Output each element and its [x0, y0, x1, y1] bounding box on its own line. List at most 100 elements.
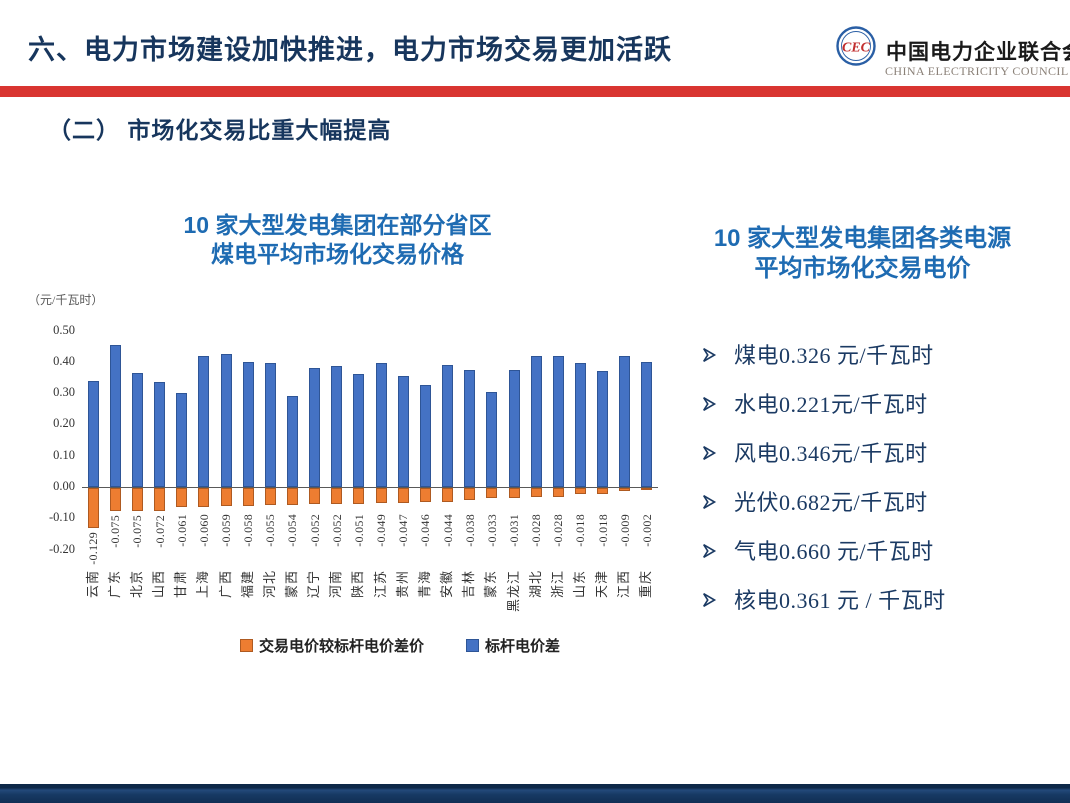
bar-value-label: -0.044	[440, 514, 455, 547]
cec-emblem-icon: CEC	[836, 26, 876, 66]
bar-standard-price-diff	[242, 362, 254, 487]
bar-value-label: -0.072	[152, 515, 167, 548]
x-axis-category-label: 辽宁	[306, 570, 322, 599]
list-item: 煤电0.326 元/千瓦时	[700, 340, 1070, 368]
bullet-text: 风电0.346元/千瓦时	[734, 441, 928, 466]
bar-value-label: -0.018	[573, 514, 588, 547]
bullet-text: 光伏0.682元/千瓦时	[734, 490, 928, 515]
red-divider-band	[0, 86, 1070, 97]
x-axis-category-label: 贵州	[394, 570, 410, 599]
x-axis-category-label: 河南	[328, 570, 344, 599]
x-axis-category-label: 天津	[594, 570, 610, 599]
bar-trade-price-diff	[552, 488, 564, 497]
legend-label: 交易电价较标杆电价差价	[258, 639, 424, 655]
x-axis-category-label: 黑龙江	[505, 570, 521, 613]
bar-value-label: -0.059	[219, 514, 233, 547]
bar-trade-price-diff	[397, 488, 409, 503]
bar-standard-price-diff	[552, 356, 564, 487]
bar-value-label: -0.018	[595, 514, 610, 547]
bar-value-label: -0.033	[484, 514, 499, 547]
bar-value-label: -0.052	[329, 514, 344, 547]
x-axis-category-label: 江苏	[372, 570, 388, 599]
bar-standard-price-diff	[154, 382, 166, 487]
bar-value-label: -0.046	[418, 514, 433, 547]
bullet-text: 煤电0.326 元/千瓦时	[734, 343, 934, 368]
y-axis-unit-label: （元/千瓦时）	[28, 293, 104, 307]
bar-standard-price-diff	[530, 356, 542, 487]
logo-text-en: CHINA ELECTRICITY COUNCIL	[885, 64, 1069, 78]
bar-trade-price-diff	[198, 488, 210, 507]
y-axis-tick-label: -0.20	[48, 541, 75, 556]
bar-standard-price-diff	[508, 370, 520, 487]
left-chart-title-line1: 10 家大型发电集团在部分省区	[183, 212, 492, 238]
bar-value-label: -0.054	[285, 514, 300, 547]
bar-trade-price-diff	[286, 488, 298, 505]
bar-trade-price-diff	[331, 488, 343, 504]
bar-value-label: -0.031	[507, 514, 521, 547]
arrow-bullet-icon	[703, 348, 717, 362]
x-axis-category-label: 河北	[261, 570, 277, 599]
y-axis-tick-label: 0.10	[53, 447, 75, 462]
bar-standard-price-diff	[597, 371, 609, 487]
bar-standard-price-diff	[109, 345, 121, 487]
bar-standard-price-diff	[464, 370, 476, 487]
bar-value-label: -0.075	[130, 515, 145, 548]
bar-standard-price-diff	[641, 362, 653, 487]
bar-trade-price-diff	[176, 488, 188, 507]
list-item: 风电0.346元/千瓦时	[700, 438, 1070, 466]
bar-standard-price-diff	[619, 356, 631, 487]
bar-standard-price-diff	[353, 374, 365, 487]
right-panel-title: 10 家大型发电集团各类电源 平均市场化交易电价	[655, 224, 1070, 284]
y-axis-tick-label: 0.00	[53, 479, 75, 493]
legend-swatch-icon	[466, 639, 479, 652]
bar-trade-price-diff	[419, 488, 431, 502]
bar-trade-price-diff	[597, 488, 609, 494]
bar-value-label: -0.038	[462, 514, 477, 547]
bar-standard-price-diff	[198, 356, 210, 487]
x-axis-category-label: 云南	[84, 570, 100, 599]
power-price-bullet-list: 煤电0.326 元/千瓦时 水电0.221元/千瓦时 风电0.346元/千瓦时 光伏0…	[700, 340, 1070, 634]
bar-standard-price-diff	[220, 354, 232, 487]
x-axis-category-label: 江西	[616, 570, 632, 599]
bar-trade-price-diff	[242, 488, 254, 506]
x-axis-category-label: 蒙西	[283, 570, 299, 599]
list-item: 核电0.361 元 / 千瓦时	[700, 585, 1070, 613]
arrow-bullet-icon	[703, 593, 717, 607]
list-item: 光伏0.682元/千瓦时	[700, 487, 1070, 515]
y-axis-tick-label: 0.20	[53, 416, 75, 431]
x-axis-category-label: 青海	[416, 570, 432, 599]
x-axis-category-label: 安徽	[439, 570, 455, 599]
arrow-bullet-icon	[703, 544, 717, 558]
x-axis-category-label: 广东	[106, 570, 122, 599]
bar-trade-price-diff	[619, 488, 631, 491]
arrow-bullet-icon	[703, 495, 717, 509]
arrow-bullet-icon	[703, 397, 717, 411]
bullet-text: 核电0.361 元 / 千瓦时	[734, 588, 946, 613]
y-axis-tick-label: -0.10	[48, 510, 75, 525]
right-panel-title-line1: 10 家大型发电集团各类电源	[713, 225, 1012, 252]
bar-standard-price-diff	[131, 373, 143, 487]
coal-price-bar-chart: （元/千瓦时） 0.50 0.40 0.30 0.20 0.10 0.00 -0.10 -0.…	[20, 285, 680, 685]
bar-trade-price-diff	[87, 488, 99, 528]
bar-standard-price-diff	[331, 366, 343, 487]
bullet-text: 气电0.660 元/千瓦时	[734, 539, 934, 564]
bar-standard-price-diff	[264, 363, 276, 487]
legend-item: 交易电价较标杆电价差价	[239, 635, 424, 656]
x-axis-category-label: 山西	[151, 570, 167, 599]
y-axis-tick-label: 0.40	[53, 353, 75, 368]
bar-standard-price-diff	[486, 392, 498, 487]
bar-value-label: -0.051	[351, 514, 366, 547]
left-chart-title-line2: 煤电平均市场化交易价格	[211, 241, 464, 267]
bar-trade-price-diff	[641, 488, 653, 490]
bar-standard-price-diff	[574, 363, 586, 487]
arrow-bullet-icon	[703, 446, 717, 460]
y-axis-tick-label: 0.30	[53, 385, 75, 400]
x-axis-line	[82, 487, 658, 488]
bar-standard-price-diff	[87, 381, 99, 487]
bar-trade-price-diff	[486, 488, 498, 498]
bar-value-label: -0.009	[617, 514, 632, 547]
bar-value-label: -0.075	[108, 515, 123, 548]
bar-trade-price-diff	[109, 488, 121, 511]
left-chart-title: 10 家大型发电集团在部分省区 煤电平均市场化交易价格	[30, 211, 645, 269]
